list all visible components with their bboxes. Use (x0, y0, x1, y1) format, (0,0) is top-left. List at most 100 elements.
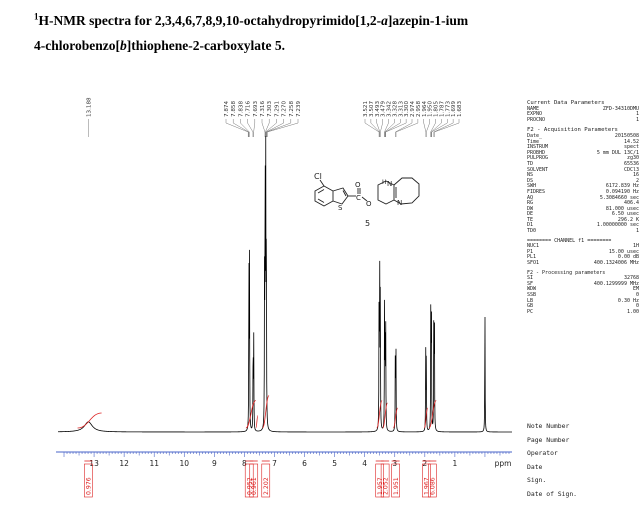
peak-shift-label: 7.693 (253, 101, 259, 117)
param-row: SSB 0 (527, 292, 639, 299)
azepine-ring (393, 177, 420, 205)
param-value: 1 (635, 111, 639, 118)
param-key: SWH (527, 183, 537, 190)
param-key: SSB (527, 292, 537, 298)
param-value: 0 (635, 303, 639, 310)
peak-shift-label: 3.328 (392, 101, 398, 117)
param-value: 0.30 Hz (617, 297, 639, 304)
molecule-structure: Cl S O C O H N N 5 (314, 172, 420, 228)
nucleus-mass: 1 (34, 11, 39, 22)
param-row: Time 14.52 (527, 138, 639, 146)
peak-shift-label: 3.493 (375, 101, 381, 117)
param-key: GB (527, 303, 534, 310)
spectrum-trace-layer (58, 136, 512, 433)
footer-field: Date (527, 462, 543, 471)
f2-acq-header: F2 - Acquisition Parameters (527, 127, 618, 134)
param-key: PROBHD (527, 149, 546, 156)
peak-connector (261, 119, 266, 137)
param-row: DS 2 (527, 178, 639, 185)
peak-connector (364, 119, 380, 137)
peak-shift-label: 7.303 (267, 101, 273, 117)
ppm-axis: 13 12 11 10 9 8 7 6 5 4 3 2 1 ppm (56, 451, 512, 468)
peak-connector (426, 119, 430, 137)
param-value: 5 mm DUL 13C/1 (596, 149, 639, 156)
current-params-list: NAME ZFD-34310DMU EXPNO 1 PROCNO 1 (527, 106, 639, 124)
footer-field: Page Number (527, 435, 570, 444)
param-row: PROBHD 5 mm DUL 13C/1 (527, 149, 639, 157)
cl-bond (319, 179, 325, 187)
peak-shift-label: 13.188 (86, 97, 92, 117)
peak-shift-label: 7.239 (296, 101, 302, 117)
footer-field: Operator (527, 449, 558, 458)
peak-shift-label: 3.300 (404, 101, 410, 117)
param-key: PL1 (527, 254, 537, 261)
peak-shift-label: 3.507 (369, 101, 375, 117)
param-value: CDCl3 (623, 166, 639, 173)
param-row: D1 1.00000000 sec (527, 223, 639, 229)
peak-shift-label: 3.313 (398, 101, 404, 117)
integral-value: 1.951 (393, 477, 400, 495)
param-key: LB (527, 297, 534, 304)
peak-connector (430, 119, 436, 137)
processing-params-list: SI 32768 SF 400.1299999 MHz WDW EM SSB 0 LB 0.30 … (527, 276, 639, 315)
param-value: 400.1299999 MHz (593, 280, 639, 287)
param-row: NUC1 1H (527, 244, 639, 250)
integral-value-box (391, 463, 400, 498)
o-atom-label: O (355, 181, 361, 189)
integral-curve (255, 415, 259, 429)
peak-connector (253, 119, 256, 137)
benzene-ring (314, 185, 334, 207)
peak-shift-label: 2.958 (416, 101, 422, 117)
integral-value: 6.086 (430, 477, 437, 495)
integral-value-box (249, 463, 259, 498)
param-value: 400.1324006 MHz (593, 260, 639, 267)
integral-value-box (428, 463, 437, 498)
caption-line-1: 1H-NMR spectra for 2,3,4,6,7,8,9,10-octa… (34, 8, 514, 33)
param-row: SFO1 400.1324006 MHz (527, 260, 639, 267)
param-row: EXPNO 1 (527, 112, 639, 118)
param-row: LB 0.30 Hz (527, 297, 639, 305)
param-row: RG 406.4 (527, 200, 639, 207)
param-value: 1.00000000 sec (596, 222, 639, 229)
param-row: PULPROG zg30 (527, 156, 639, 162)
param-key: EXPNO (527, 111, 543, 118)
param-key: PULPROG (527, 155, 549, 162)
param-key: NS (527, 172, 534, 179)
param-value: 1H (632, 243, 639, 250)
peak-shift-label: 2.974 (410, 101, 416, 117)
integral-value: 0.961 (251, 477, 258, 495)
param-key: PROCNO (527, 116, 546, 123)
peak-connector (225, 119, 249, 137)
s-atom-label: S (338, 204, 343, 212)
peak-connector (384, 119, 395, 137)
param-row: SI 32768 (527, 276, 639, 282)
param-row: WDW EM (527, 287, 639, 293)
integral-curve (423, 407, 429, 429)
integral-value-box (244, 463, 254, 498)
param-row: SWH 6172.839 Hz (527, 184, 639, 190)
caption-line-2-suffix: ]thiophene-2-carboxylate 5. (126, 38, 285, 53)
peak-shift-label: 1.683 (457, 101, 463, 117)
caption-line-2-italic: b (120, 38, 127, 53)
peak-connector (430, 119, 442, 137)
peak-connector (423, 119, 427, 137)
param-value: 1.00 (626, 308, 639, 315)
param-value: 14.52 (623, 138, 639, 145)
tick-label: 13 (89, 459, 99, 468)
param-value: 65536 (623, 160, 639, 167)
tick-label: 12 (119, 459, 129, 468)
tick-label: 1 (452, 459, 457, 468)
caption-line-1-prefix: H-NMR spectra for 2,3,4,6,7,8,9,10-octah… (38, 13, 382, 28)
peak-shift-label: 1.950 (428, 101, 434, 117)
integral-curve (382, 402, 388, 429)
param-value: 81.000 usec (605, 205, 639, 212)
param-value: 20150508 (614, 132, 639, 139)
caption-line-2: 4-chlorobenzo[b]thiophene-2-carboxylate … (34, 33, 514, 58)
param-row: DW 81.000 usec (527, 205, 639, 213)
peak-connector (240, 119, 250, 137)
param-row: FIDRES 0.094190 Hz (527, 189, 639, 196)
param-value: 406.4 (623, 200, 639, 207)
param-value: spect (623, 144, 639, 151)
peak-connector (232, 119, 249, 137)
